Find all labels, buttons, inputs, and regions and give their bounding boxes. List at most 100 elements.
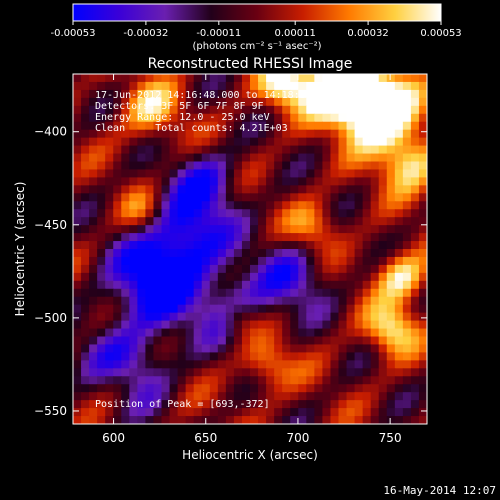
heatmap-cell [386, 233, 396, 242]
heatmap-cell [322, 177, 332, 186]
heatmap-cell [233, 384, 243, 393]
heatmap-cell [225, 233, 235, 242]
heatmap-cell [121, 400, 130, 409]
heatmap-cell [225, 121, 235, 131]
heatmap-cell [338, 344, 348, 353]
heatmap-cell [258, 368, 267, 377]
heatmap-cell [378, 272, 388, 282]
heatmap-cell [402, 169, 412, 178]
heatmap-cell [169, 416, 179, 424]
heatmap-cell [185, 408, 195, 417]
heatmap-cell [105, 392, 114, 401]
heatmap-cell [354, 129, 364, 139]
heatmap-cell [193, 113, 203, 123]
heatmap-cell [161, 161, 171, 171]
heatmap-cell [129, 416, 138, 424]
heatmap-cell [129, 328, 138, 338]
heatmap-cell [282, 304, 291, 314]
heatmap-cell [386, 256, 396, 266]
heatmap-cell [97, 169, 106, 178]
heatmap-cell [201, 296, 211, 306]
x-tick-label: 650 [194, 431, 217, 445]
heatmap-cell [378, 288, 388, 298]
heatmap-cell [169, 113, 179, 123]
heatmap-cell [338, 89, 348, 99]
heatmap-cell [362, 328, 372, 338]
heatmap-cell [322, 153, 332, 163]
heatmap-cell [121, 209, 130, 218]
heatmap-cell [402, 201, 412, 210]
heatmap-cell [193, 264, 203, 274]
heatmap-cell [370, 344, 380, 353]
heatmap-cell [105, 384, 114, 393]
heatmap-cell [290, 121, 299, 131]
heatmap-cell [113, 352, 122, 361]
heatmap-cell [250, 153, 259, 163]
heatmap-cell [241, 97, 251, 107]
heatmap-cell [274, 328, 283, 338]
heatmap-cell [169, 376, 179, 385]
heatmap-cell [81, 209, 90, 218]
heatmap-cell [217, 169, 227, 178]
heatmap-cell [362, 209, 372, 218]
heatmap-cell [209, 193, 219, 202]
colorbar-tick-label: 0.00011 [275, 28, 316, 39]
heatmap-cell [225, 376, 235, 385]
heatmap-cell [153, 233, 163, 242]
heatmap-cell [201, 264, 211, 274]
heatmap-cell [370, 161, 380, 171]
heatmap-cell [410, 408, 420, 417]
heatmap-cell [298, 296, 307, 306]
heatmap-cell [113, 121, 122, 131]
heatmap-cell [330, 161, 340, 171]
heatmap-cell [402, 336, 412, 346]
heatmap-cell [217, 264, 227, 274]
heatmap-cell [314, 209, 324, 218]
heatmap-cell [258, 225, 267, 234]
heatmap-cell [153, 256, 163, 266]
heatmap-cell [241, 408, 251, 417]
heatmap-cell [354, 169, 364, 178]
heatmap-cell [266, 296, 275, 306]
heatmap-cell [250, 193, 259, 202]
heatmap-cell [129, 384, 138, 393]
heatmap-cell [89, 344, 98, 353]
heatmap-cell [89, 185, 98, 194]
heatmap-cell [73, 193, 82, 202]
heatmap-cell [266, 288, 275, 298]
heatmap-cell [370, 384, 380, 393]
heatmap-cell [290, 113, 299, 123]
heatmap-cell [378, 225, 388, 234]
heatmap-cell [161, 352, 171, 361]
heatmap-cell [217, 408, 227, 417]
heatmap-cell [290, 74, 299, 83]
heatmap-cell [346, 137, 356, 147]
heatmap-cell [386, 320, 396, 330]
heatmap-cell [282, 185, 291, 194]
heatmap-cell [290, 376, 299, 385]
annotation-time-range: 17-Jun-2012 14:16:48.000 to 14:18:36.000 [95, 90, 336, 101]
heatmap-cell [73, 81, 82, 91]
heatmap-cell [129, 280, 138, 290]
heatmap-cell [241, 256, 251, 266]
heatmap-cell [81, 336, 90, 346]
heatmap-cell [298, 113, 307, 123]
heatmap-cell [378, 264, 388, 274]
heatmap-cell [418, 209, 427, 218]
heatmap-cell [298, 392, 307, 401]
heatmap-cell [209, 89, 219, 99]
heatmap-cell [330, 97, 340, 107]
heatmap-cell [250, 121, 259, 131]
heatmap-cell [105, 89, 114, 99]
heatmap-cell [402, 161, 412, 171]
heatmap-cell [177, 89, 187, 99]
heatmap-cell [250, 392, 259, 401]
heatmap-cell [330, 225, 340, 234]
heatmap-cell [201, 352, 211, 361]
heatmap-cell [322, 304, 332, 314]
heatmap-cell [290, 89, 299, 99]
heatmap-cell [306, 74, 315, 83]
heatmap-cell [282, 288, 291, 298]
heatmap-cell [89, 217, 98, 226]
heatmap-cell [81, 368, 90, 377]
